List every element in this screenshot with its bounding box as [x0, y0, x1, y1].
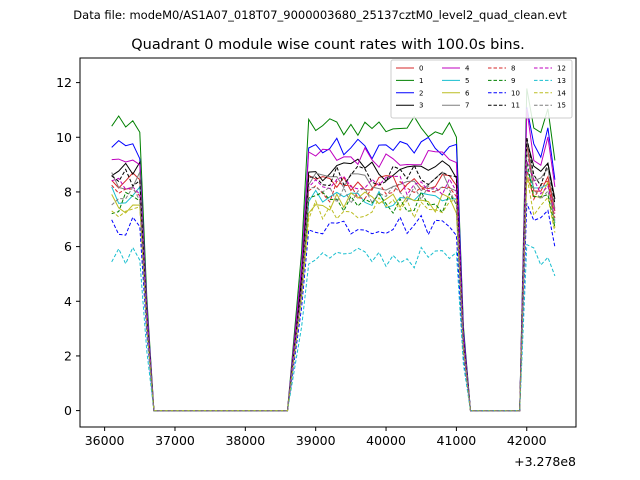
series-line-15 [111, 151, 556, 412]
x-offset-label: +3.278e8 [514, 454, 576, 469]
x-tick-label: 36000 [85, 433, 125, 448]
x-tick-label: 38000 [225, 433, 265, 448]
y-tick-label: 6 [64, 239, 72, 254]
legend-label: 14 [557, 89, 566, 97]
x-tick-label: 37000 [155, 433, 195, 448]
x-tick-label: 40000 [366, 433, 406, 448]
legend-label: 3 [419, 102, 423, 110]
legend-label: 1 [419, 77, 423, 85]
series-line-3 [111, 140, 556, 412]
series-line-2 [111, 107, 556, 412]
legend-box [390, 59, 573, 119]
legend-label: 4 [465, 65, 470, 73]
legend-label: 11 [511, 102, 520, 110]
series-line-1 [111, 88, 556, 412]
series-line-14 [111, 175, 556, 412]
y-tick-label: 12 [56, 75, 72, 90]
suptitle: Data file: modeM0/AS1A07_018T07_90000036… [73, 8, 567, 22]
legend-label: 8 [511, 65, 515, 73]
y-tick-label: 8 [64, 184, 72, 199]
y-axis: 0 2 4 6 8 10 12 [56, 75, 80, 418]
legend-label: 0 [419, 65, 423, 73]
plot-lines [111, 88, 556, 412]
legend-label: 9 [511, 77, 515, 85]
legend-label: 5 [465, 77, 469, 85]
series-line-0 [111, 142, 556, 412]
legend-label: 6 [465, 89, 470, 97]
chart-title: Quadrant 0 module wise count rates with … [131, 37, 525, 53]
legend-label: 10 [511, 89, 520, 97]
series-line-4 [111, 108, 556, 412]
y-tick-label: 0 [64, 403, 72, 418]
series-line-7 [111, 140, 556, 412]
series-line-11 [111, 137, 556, 412]
series-line-10 [111, 203, 556, 412]
y-tick-label: 2 [64, 348, 72, 363]
series-line-5 [111, 169, 556, 412]
series-line-12 [111, 160, 556, 412]
y-tick-label: 4 [64, 294, 72, 309]
legend-label: 13 [557, 77, 566, 85]
x-tick-label: 41000 [437, 433, 477, 448]
x-tick-label: 39000 [296, 433, 336, 448]
y-tick-label: 10 [56, 130, 72, 145]
x-axis: 36000 37000 38000 39000 40000 41000 42000 [85, 427, 547, 448]
x-tick-label: 42000 [507, 433, 547, 448]
legend-label: 7 [465, 102, 469, 110]
axes-frame [79, 57, 577, 428]
legend-label: 15 [557, 102, 566, 110]
series-line-9 [111, 161, 556, 412]
series-line-8 [111, 168, 556, 412]
series-line-13 [111, 243, 556, 412]
legend-label: 2 [419, 89, 423, 97]
legend-label: 12 [557, 65, 566, 73]
